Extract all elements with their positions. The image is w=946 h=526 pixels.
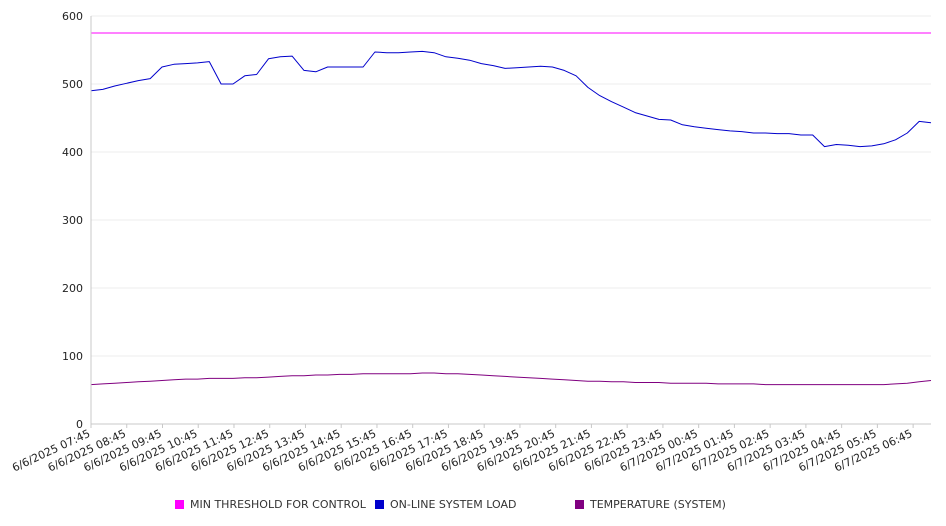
x-axis-ticks: 6/6/2025 07:456/6/2025 08:456/6/2025 09:… xyxy=(10,424,914,474)
y-tick-label: 500 xyxy=(62,78,83,91)
y-tick-label: 200 xyxy=(62,282,83,295)
y-tick-label: 0 xyxy=(76,418,83,431)
series-lines xyxy=(90,32,932,386)
legend-item-temperature[interactable]: TEMPERATURE (SYSTEM) xyxy=(575,498,726,511)
legend-swatch-online-load xyxy=(375,500,384,509)
series-line-temperature xyxy=(90,372,932,386)
legend-label-online-load: ON-LINE SYSTEM LOAD xyxy=(390,498,517,511)
y-tick-label: 600 xyxy=(62,10,83,23)
legend: MIN THRESHOLD FOR CONTROL ON-LINE SYSTEM… xyxy=(0,496,946,516)
legend-label-min-threshold: MIN THRESHOLD FOR CONTROL xyxy=(190,498,366,511)
legend-item-min-threshold[interactable]: MIN THRESHOLD FOR CONTROL xyxy=(175,498,366,511)
y-axis-ticks: 0 100 200 300 400 500 600 xyxy=(62,10,83,431)
grid-lines xyxy=(91,15,931,357)
series-line-online-load xyxy=(90,50,932,148)
y-tick-label: 300 xyxy=(62,214,83,227)
legend-swatch-min-threshold xyxy=(175,500,184,509)
legend-swatch-temperature xyxy=(575,500,584,509)
y-tick-label: 100 xyxy=(62,350,83,363)
y-tick-label: 400 xyxy=(62,146,83,159)
legend-item-online-load[interactable]: ON-LINE SYSTEM LOAD xyxy=(375,498,516,511)
legend-label-temperature: TEMPERATURE (SYSTEM) xyxy=(590,498,726,511)
